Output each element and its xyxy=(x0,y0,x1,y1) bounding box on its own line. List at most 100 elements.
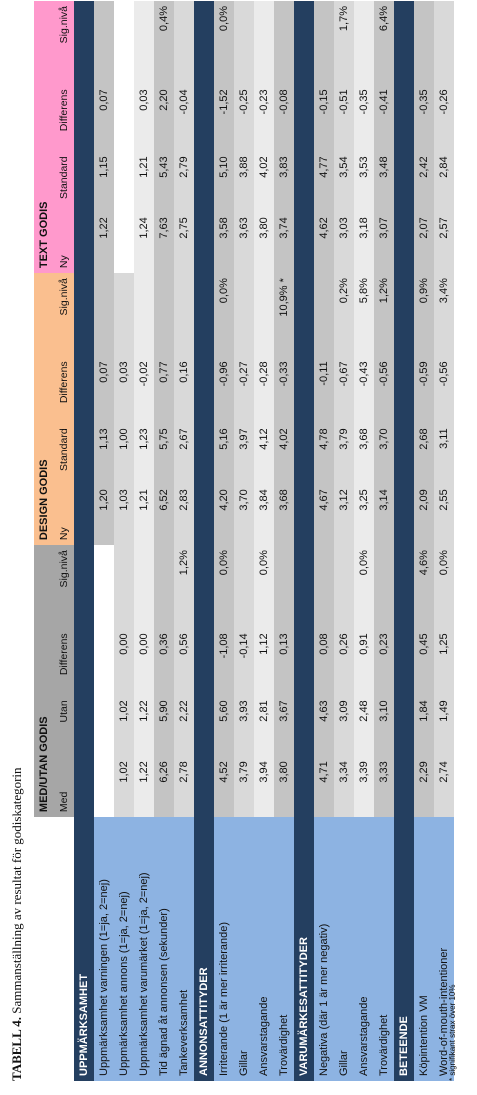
section-fill xyxy=(394,628,414,696)
row-label: Uppmärksamhet varningen (1=ja, 2=nej) xyxy=(94,817,114,1081)
value-cell: -0,28 xyxy=(254,356,274,424)
section-fill xyxy=(294,484,314,546)
value-cell: 4,78 xyxy=(314,423,334,485)
value-cell: 5,10 xyxy=(214,151,234,213)
value-cell: 0,91 xyxy=(354,628,374,696)
caption-label: TABELL 4. xyxy=(9,1016,24,1081)
value-cell: 2,81 xyxy=(254,695,274,757)
subheader-cell: Standard xyxy=(54,423,74,485)
caption-text: Sammanställning av resultat för godiskat… xyxy=(9,767,24,1014)
value-cell xyxy=(174,1,194,85)
value-cell: 2,67 xyxy=(174,423,194,485)
table-row: Tankeverksamhet 2,78 2,22 0,56 1,2% 2,83 2,67 0… xyxy=(174,1,194,1081)
section-fill xyxy=(74,151,94,213)
subheader-cell: Sig.nivå xyxy=(54,1,74,85)
value-cell: 2,68 xyxy=(414,423,434,485)
section-title: VARUMÄRKESATTITYDER xyxy=(294,817,314,1081)
section-fill xyxy=(394,356,414,424)
group-header-text: TEXT GODIS xyxy=(34,1,54,274)
value-cell: 3,33 xyxy=(374,756,394,818)
value-cell: 2,78 xyxy=(174,756,194,818)
table-row: Köpintention VM 2,29 1,84 0,45 4,6% 2,09 2,68-… xyxy=(414,1,434,1081)
value-cell: 3,03 xyxy=(334,212,354,274)
value-cell: -0,35 xyxy=(354,84,374,152)
section-title: UPPMÄRKSAMHET xyxy=(74,817,94,1081)
value-cell: 2,29 xyxy=(414,756,434,818)
value-cell: 3,4% xyxy=(434,273,454,357)
value-cell: 1,02 xyxy=(114,756,134,818)
table-row: Trovärdighet 3,80 3,67 0,13 3,68 4,02 -0,33 10,… xyxy=(274,1,294,1081)
value-cell xyxy=(94,756,114,818)
value-cell: 3,93 xyxy=(234,695,254,757)
value-cell xyxy=(434,1,454,85)
value-cell: 1,24 xyxy=(134,212,154,274)
value-cell xyxy=(314,1,334,85)
section-fill xyxy=(194,356,214,424)
value-cell: -0,26 xyxy=(434,84,454,152)
section-fill xyxy=(394,212,414,274)
row-label: Tid ägnad åt annonsen (sekunder) xyxy=(154,817,174,1081)
value-cell: 2,48 xyxy=(354,695,374,757)
value-cell: 1,22 xyxy=(134,695,154,757)
value-cell: 1,15 xyxy=(94,151,114,213)
value-cell: -0,02 xyxy=(134,356,154,424)
section-fill xyxy=(74,356,94,424)
value-cell: 0,2% xyxy=(334,273,354,357)
table-row: Ansvarstagande 3,39 2,48 0,91 0,0% 3,25 3,68 -0… xyxy=(354,1,374,1081)
row-label: Trovärdighet xyxy=(374,817,394,1081)
section-fill xyxy=(394,695,414,757)
section-fill xyxy=(394,756,414,818)
value-cell xyxy=(274,1,294,85)
value-cell: 0,0% xyxy=(214,273,234,357)
value-cell: 6,52 xyxy=(154,484,174,546)
section-fill xyxy=(294,356,314,424)
value-cell: 3,68 xyxy=(354,423,374,485)
value-cell: 3,80 xyxy=(274,756,294,818)
value-cell: 0,0% xyxy=(214,1,234,85)
section-fill xyxy=(194,695,214,757)
value-cell xyxy=(114,1,134,85)
section-fill xyxy=(74,273,94,357)
section-fill xyxy=(74,628,94,696)
value-cell: -0,33 xyxy=(274,356,294,424)
subheader-cell: Differens xyxy=(54,356,74,424)
corner-cell xyxy=(54,817,74,1081)
table-row: Trovärdighet 3,33 3,10 0,23 3,14 3,70 -0,56 1,2… xyxy=(374,1,394,1081)
row-label: Tankeverksamhet xyxy=(174,817,194,1081)
value-cell: 0,23 xyxy=(374,628,394,696)
section-fill xyxy=(194,484,214,546)
value-cell xyxy=(234,1,254,85)
value-cell: 4,63 xyxy=(314,695,334,757)
value-cell: 0,08 xyxy=(314,628,334,696)
section-fill xyxy=(394,151,414,213)
section-fill xyxy=(194,756,214,818)
value-cell xyxy=(154,545,174,629)
value-cell xyxy=(354,1,374,85)
value-cell: 1,12 xyxy=(254,628,274,696)
value-cell: -0,35 xyxy=(414,84,434,152)
value-cell: 1,84 xyxy=(414,695,434,757)
value-cell: 2,09 xyxy=(414,484,434,546)
value-cell xyxy=(114,151,134,213)
value-cell: -0,41 xyxy=(374,84,394,152)
value-cell xyxy=(234,545,254,629)
value-cell: 5,43 xyxy=(154,151,174,213)
value-cell: 2,74 xyxy=(434,756,454,818)
value-cell: 2,22 xyxy=(174,695,194,757)
value-cell: 0,0% xyxy=(354,545,374,629)
row-label: Ansvarstagande xyxy=(354,817,374,1081)
row-label: Negativa (där 1 är mer negativ) xyxy=(314,817,334,1081)
value-cell: 3,88 xyxy=(234,151,254,213)
subheader-cell: Standard xyxy=(54,151,74,213)
value-cell: 3,68 xyxy=(274,484,294,546)
value-cell: 5,75 xyxy=(154,423,174,485)
value-cell: -0,56 xyxy=(434,356,454,424)
subheader-cell: Sig.nivå xyxy=(54,273,74,357)
group-header-med-utan: MED/UTAN GODIS xyxy=(34,545,54,818)
value-cell xyxy=(274,545,294,629)
value-cell: 6,4% xyxy=(374,1,394,85)
value-cell: 5,16 xyxy=(214,423,234,485)
value-cell: 4,02 xyxy=(254,151,274,213)
value-cell: 6,26 xyxy=(154,756,174,818)
value-cell xyxy=(134,545,154,629)
